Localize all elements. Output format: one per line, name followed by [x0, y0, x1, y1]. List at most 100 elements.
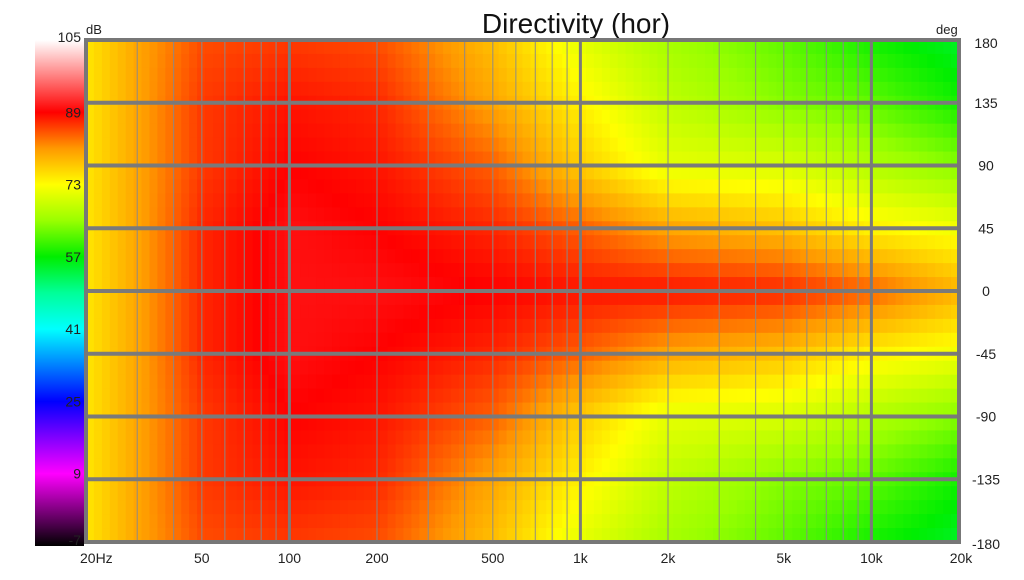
- heatmap-cell: [459, 207, 468, 222]
- heatmap-cell: [117, 458, 127, 473]
- heatmap-cell: [498, 235, 508, 250]
- heatmap-cell: [625, 528, 635, 543]
- heatmap-cell: [308, 123, 317, 139]
- heatmap-cell: [443, 374, 452, 390]
- heatmap-cell: [927, 332, 936, 348]
- heatmap-cell: [490, 458, 500, 473]
- heatmap-cell: [689, 291, 698, 306]
- heatmap-cell: [570, 81, 579, 97]
- heatmap-cell: [117, 137, 127, 153]
- heatmap-cell: [562, 123, 571, 139]
- heatmap-cell: [276, 123, 286, 139]
- heatmap-cell: [109, 388, 119, 404]
- heatmap-cell: [768, 53, 778, 69]
- heatmap-cell: [744, 277, 754, 292]
- heatmap-cell: [506, 402, 516, 418]
- heatmap-cell: [244, 123, 254, 139]
- heatmap-cell: [109, 40, 119, 55]
- heatmap-cell: [411, 151, 420, 167]
- heatmap-cell: [443, 263, 452, 278]
- heatmap-cell: [387, 402, 397, 418]
- heatmap-cell: [887, 304, 897, 320]
- heatmap-cell: [903, 277, 912, 292]
- heatmap-cell: [609, 123, 619, 139]
- heatmap-cell: [800, 318, 809, 334]
- heatmap-cell: [784, 402, 793, 418]
- heatmap-cell: [86, 430, 95, 445]
- heatmap-cell: [149, 332, 159, 348]
- heatmap-cell: [173, 388, 182, 404]
- heatmap-cell: [459, 500, 468, 515]
- heatmap-cell: [689, 165, 698, 181]
- heatmap-cell: [705, 109, 714, 125]
- heatmap-cell: [697, 67, 706, 83]
- heatmap-cell: [832, 53, 841, 69]
- heatmap-cell: [252, 402, 262, 418]
- heatmap-cell: [824, 332, 833, 348]
- heatmap-cell: [935, 458, 944, 473]
- heatmap-cell: [879, 430, 889, 445]
- heatmap-cell: [268, 53, 278, 69]
- heatmap-cell: [427, 332, 436, 348]
- heatmap-cell: [617, 402, 627, 418]
- heatmap-cell: [451, 528, 460, 543]
- heatmap-cell: [427, 304, 436, 320]
- heatmap-cell: [609, 318, 619, 334]
- heatmap-cell: [332, 318, 341, 334]
- heatmap-cell: [927, 151, 936, 167]
- heatmap-cell: [316, 53, 325, 69]
- heatmap-cell: [943, 500, 952, 515]
- heatmap-cell: [752, 263, 762, 278]
- heatmap-cell: [363, 500, 373, 515]
- heatmap-cell: [522, 249, 532, 264]
- heatmap-cell: [93, 360, 103, 376]
- heatmap-cell: [316, 528, 325, 543]
- heatmap-cell: [173, 81, 182, 97]
- heatmap-cell: [562, 193, 571, 208]
- heatmap-cell: [474, 528, 484, 543]
- heatmap-cell: [260, 179, 270, 194]
- heatmap-cell: [86, 388, 95, 404]
- heatmap-cell: [514, 235, 524, 250]
- heatmap-cell: [332, 179, 341, 194]
- heatmap-cell: [292, 318, 301, 334]
- heatmap-cell: [943, 67, 952, 83]
- heatmap-cell: [355, 137, 365, 153]
- heatmap-cell: [585, 123, 595, 139]
- heatmap-cell: [585, 193, 595, 208]
- heatmap-cell: [578, 332, 587, 348]
- heatmap-cell: [395, 318, 405, 334]
- heatmap-cell: [943, 514, 952, 529]
- heatmap-cell: [268, 514, 278, 529]
- heatmap-cell: [665, 151, 674, 167]
- heatmap-cell: [308, 374, 317, 390]
- heatmap-cell: [816, 430, 825, 445]
- heatmap-cell: [93, 500, 103, 515]
- heatmap-cell: [236, 165, 246, 181]
- heatmap-cell: [324, 151, 333, 167]
- heatmap-cell: [101, 416, 111, 432]
- heatmap-cell: [189, 500, 198, 515]
- heatmap-cell: [363, 514, 373, 529]
- heatmap-cell: [943, 402, 952, 418]
- heatmap-cell: [562, 263, 571, 278]
- heatmap-cell: [371, 53, 381, 69]
- heatmap-cell: [292, 486, 301, 501]
- heatmap-cell: [355, 165, 365, 181]
- heatmap-cell: [347, 360, 357, 376]
- heatmap-cell: [236, 458, 246, 473]
- heatmap-cell: [395, 109, 405, 125]
- heatmap-cell: [292, 179, 301, 194]
- heatmap-cell: [919, 235, 928, 250]
- heatmap-cell: [189, 263, 198, 278]
- heatmap-cell: [593, 430, 603, 445]
- heatmap-cell: [641, 291, 651, 306]
- heatmap-cell: [546, 416, 555, 432]
- heatmap-cell: [681, 235, 690, 250]
- heatmap-cell: [601, 165, 611, 181]
- heatmap-cell: [252, 374, 262, 390]
- heatmap-cell: [411, 291, 420, 306]
- heatmap-cell: [403, 430, 412, 445]
- heatmap-cell: [482, 207, 492, 222]
- heatmap-cell: [466, 235, 476, 250]
